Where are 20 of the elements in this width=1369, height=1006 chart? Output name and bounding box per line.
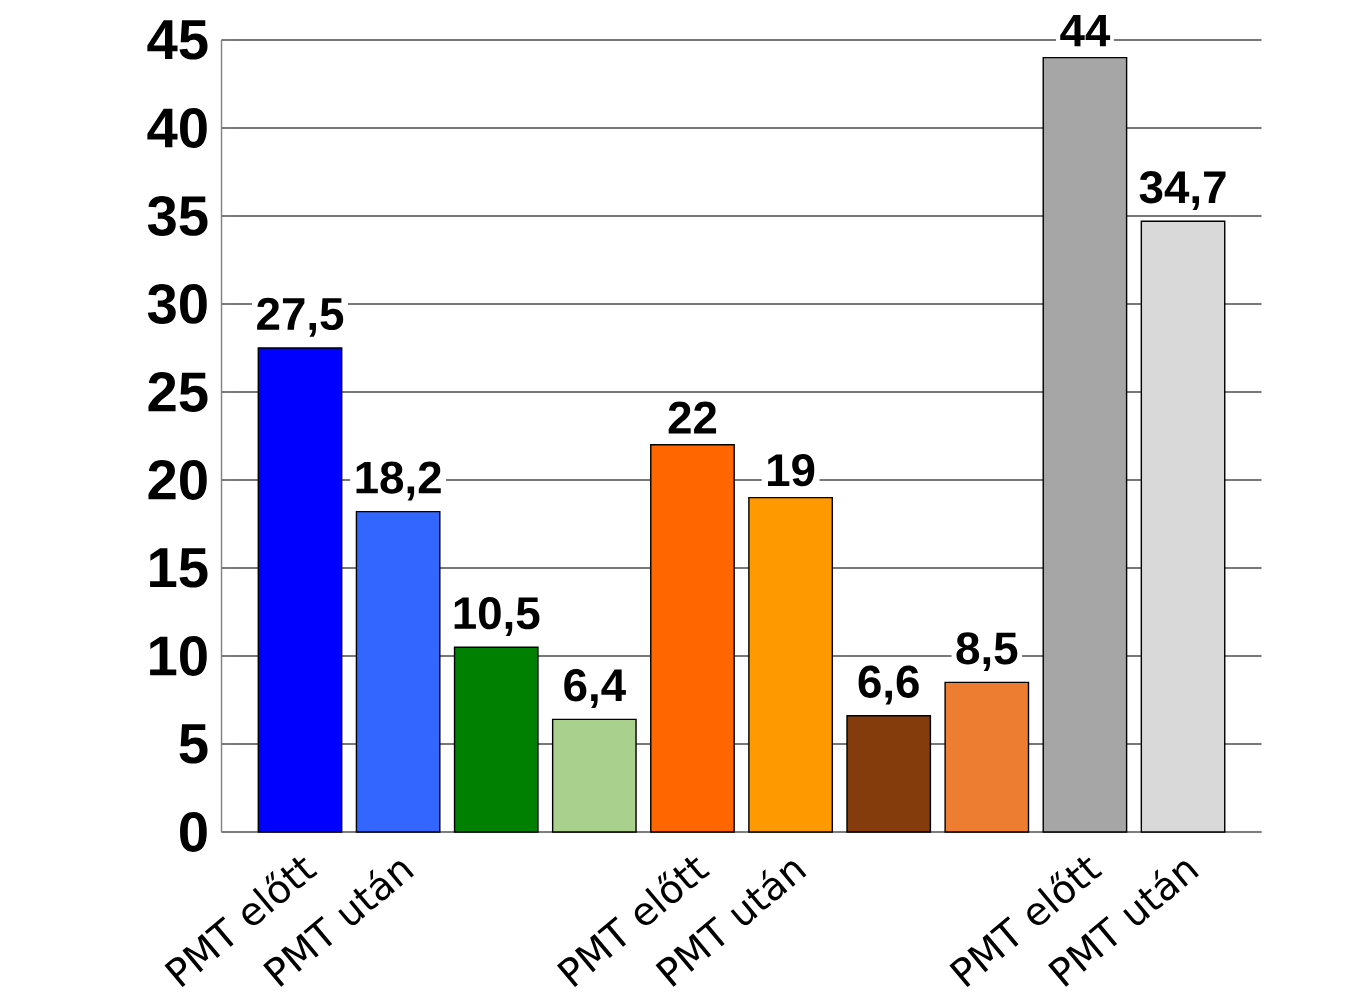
y-tick-label: 45: [147, 20, 208, 60]
y-tick-label: 30: [147, 283, 207, 324]
y-tick-label: 20: [148, 459, 207, 500]
data-label: 6,6: [858, 665, 919, 705]
data-label: 8,5: [956, 631, 1018, 671]
data-label: 19: [768, 453, 815, 487]
data-label: 22: [668, 401, 717, 434]
data-label: 6,4: [564, 668, 626, 708]
data-label: 18,2: [356, 461, 441, 501]
data-label: 34,7: [1139, 170, 1226, 210]
data-label: 27,5: [257, 297, 344, 337]
data-label: 10,5: [454, 596, 540, 636]
y-tick-label: 5: [179, 724, 208, 764]
y-tick-label: 10: [150, 635, 207, 676]
data-label: 44: [1060, 14, 1111, 47]
y-tick-label: 35: [147, 195, 208, 236]
y-tick-label: 40: [147, 107, 207, 148]
y-tick-label: 0: [180, 811, 207, 852]
y-tick-label: 15: [150, 548, 208, 588]
y-tick-label: 25: [148, 371, 208, 412]
